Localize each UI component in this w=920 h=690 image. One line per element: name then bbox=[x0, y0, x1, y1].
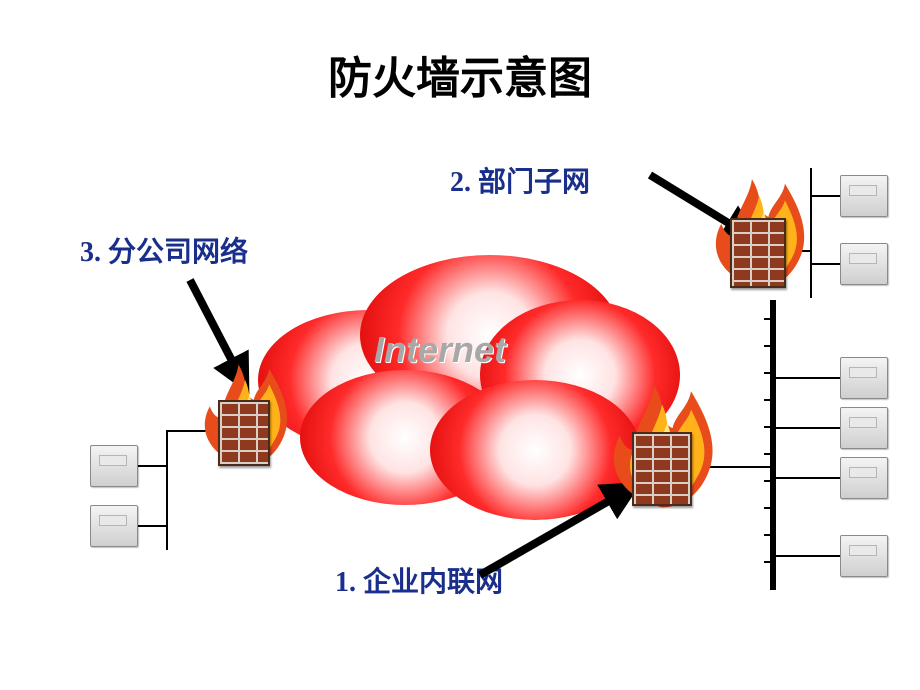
cable bbox=[776, 477, 840, 479]
cable bbox=[136, 525, 166, 527]
bus-tick bbox=[764, 453, 776, 455]
cable bbox=[166, 430, 218, 432]
server-icon bbox=[840, 175, 888, 217]
cable bbox=[166, 430, 168, 550]
server-icon bbox=[90, 445, 138, 487]
brick-wall-icon bbox=[730, 218, 786, 288]
server-icon bbox=[840, 243, 888, 285]
cable bbox=[782, 250, 810, 252]
label-branch-net: 3. 分公司网络 bbox=[80, 230, 248, 270]
cable bbox=[810, 168, 812, 298]
cloud-label: Internet bbox=[374, 329, 506, 371]
bus-tick bbox=[764, 507, 776, 509]
server-icon bbox=[840, 407, 888, 449]
bus-tick bbox=[764, 561, 776, 563]
cable bbox=[136, 465, 166, 467]
cable bbox=[776, 555, 840, 557]
brick-wall-icon bbox=[632, 432, 692, 506]
label-enterprise-net: 1. 企业内联网 bbox=[335, 560, 503, 600]
diagram-stage: 防火墙示意图 Internet 2. 部门子网 3. 分公司网络 1. 企业内联… bbox=[0, 0, 920, 690]
label-dept-subnet: 2. 部门子网 bbox=[450, 160, 590, 200]
cloud-blob bbox=[430, 380, 640, 520]
bus-tick bbox=[764, 399, 776, 401]
bus-tick bbox=[764, 480, 776, 482]
server-icon bbox=[840, 357, 888, 399]
bus-tick bbox=[764, 345, 776, 347]
bus-tick bbox=[764, 318, 776, 320]
network-bus bbox=[770, 300, 776, 590]
bus-tick bbox=[764, 426, 776, 428]
page-title: 防火墙示意图 bbox=[0, 42, 920, 106]
server-icon bbox=[840, 457, 888, 499]
cable bbox=[776, 427, 840, 429]
bus-tick bbox=[764, 372, 776, 374]
server-icon bbox=[840, 535, 888, 577]
bus-tick bbox=[764, 534, 776, 536]
cable bbox=[688, 466, 770, 468]
cable bbox=[810, 263, 840, 265]
brick-wall-icon bbox=[218, 400, 270, 466]
server-icon bbox=[90, 505, 138, 547]
cable bbox=[776, 377, 840, 379]
cable bbox=[810, 195, 840, 197]
